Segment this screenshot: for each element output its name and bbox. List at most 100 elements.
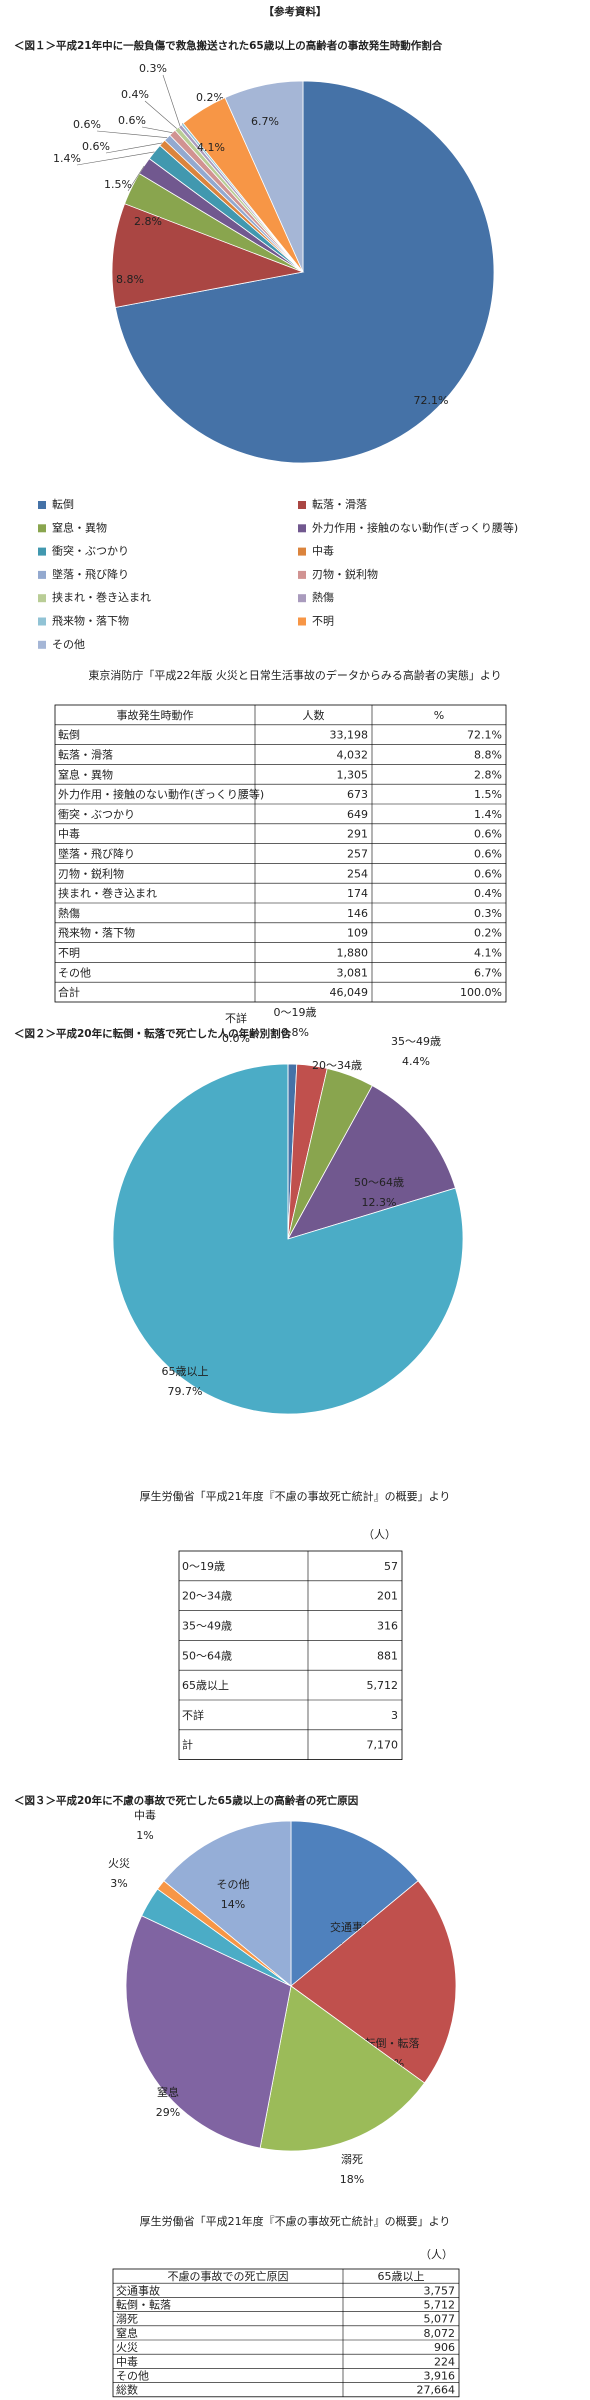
table-cell: 0.3% <box>474 907 502 920</box>
data-label: 0.2% <box>196 91 224 104</box>
legend-swatch <box>298 547 306 556</box>
data-label: 4.1% <box>197 141 225 154</box>
legend-swatch <box>298 594 306 603</box>
pie-slice <box>290 1880 457 2084</box>
table-cell: その他 <box>58 966 91 979</box>
leader-line <box>96 130 168 138</box>
data-label: 0.6% <box>82 140 110 153</box>
data-label-value: 12.3% <box>362 1196 397 1209</box>
source-note: 厚生労働省「平成21年度『不慮の事故死亡統計』の概要」より <box>140 1489 451 1503</box>
table-cell: 窒息 <box>116 2326 138 2340</box>
legend-label: その他 <box>52 638 85 651</box>
table-cell: 72.1% <box>467 729 502 742</box>
table-cell: 100.0% <box>460 986 502 999</box>
table-cell: 109 <box>347 927 368 940</box>
data-label: 0.6% <box>118 114 146 127</box>
table-cell: 5,712 <box>424 2299 456 2312</box>
table-cell: 4,032 <box>337 749 369 762</box>
legend-swatch <box>38 570 46 579</box>
leader-line <box>127 165 145 192</box>
table-cell: 649 <box>347 808 368 821</box>
legend-label: 刃物・鋭利物 <box>312 567 378 581</box>
table-cell: 6.7% <box>474 966 502 979</box>
table-cell: 20～34歳 <box>182 1590 232 1603</box>
table-cell: 254 <box>347 867 368 880</box>
legend-swatch <box>298 501 306 509</box>
table-cell: 中毒 <box>58 828 80 841</box>
table-cell: 33,198 <box>330 729 369 742</box>
legend-swatch <box>38 640 46 649</box>
pie-slice <box>125 1915 292 2149</box>
data-label-category: 転倒・転落 <box>365 2037 420 2050</box>
table-cell: 0.6% <box>474 848 502 861</box>
table-cell: 計 <box>182 1738 193 1752</box>
table-border <box>112 2268 460 2398</box>
table-cell: 5,712 <box>367 1679 399 1692</box>
table-cell: 0.2% <box>474 927 502 940</box>
table-cell: 0.4% <box>474 887 502 900</box>
table-unit: （人） <box>420 2248 453 2261</box>
legend-swatch <box>38 524 46 533</box>
data-label-value: 0.0% <box>222 1032 250 1045</box>
leader-line <box>144 100 177 129</box>
data-label-category: 窒息 <box>157 2085 179 2099</box>
table-cell: 転倒・転落 <box>116 2299 171 2312</box>
data-label: 8.8% <box>116 273 144 286</box>
legend-swatch <box>38 501 46 509</box>
table-cell: 174 <box>347 887 368 900</box>
table-cell: 交通事故 <box>116 2283 160 2297</box>
data-label-category: その他 <box>217 1878 250 1891</box>
table-cell: 墜落・飛び降り <box>58 847 135 861</box>
table-cell: 146 <box>347 907 368 920</box>
data-label-value: 79.7% <box>168 1385 203 1398</box>
table-cell: 1,880 <box>337 947 369 960</box>
table-cell: 合計 <box>58 985 80 999</box>
legend-label: 衝突・ぶつかり <box>52 544 129 558</box>
pie-slice <box>163 1820 292 1987</box>
source-note: 厚生労働省「平成21年度『不慮の事故死亡統計』の概要」より <box>140 2214 451 2228</box>
data-label: 6.7% <box>251 115 279 128</box>
table-cell: 881 <box>377 1649 398 1662</box>
table-header-cell: 事故発生時動作 <box>117 708 194 722</box>
table-cell: 3,916 <box>424 2370 456 2383</box>
data-label-category: 35～49歳 <box>391 1035 441 1048</box>
figure-title: ＜図２＞平成20年に転倒・転落で死亡した人の年齢別割合 <box>14 1027 292 1040</box>
table-cell: 316 <box>377 1620 398 1633</box>
table-header-cell: 人数 <box>303 709 325 722</box>
data-label-value: 29% <box>156 2106 180 2119</box>
table-cell: 2.8% <box>474 768 502 781</box>
legend-swatch <box>38 617 46 626</box>
table-cell: 不明 <box>58 947 80 960</box>
table-cell: 0～19歳 <box>182 1560 225 1573</box>
legend-label: 転落・滑落 <box>312 498 367 511</box>
table-border <box>178 1550 403 1761</box>
data-label-value: 14% <box>221 1898 245 1911</box>
legend-label: 窒息・異物 <box>52 520 107 534</box>
source-note: 東京消防庁「平成22年版 火災と日常生活事故のデータからみる高齢者の実態」より <box>88 668 501 682</box>
pie-slice <box>114 80 495 464</box>
table-cell: 3,757 <box>424 2284 456 2297</box>
header: 【参考資料】 <box>264 5 327 18</box>
table-cell: 46,049 <box>330 986 369 999</box>
table-cell: その他 <box>116 2370 149 2383</box>
legend-label: 熱傷 <box>312 590 334 604</box>
legend-label: 挟まれ・巻き込まれ <box>52 590 151 604</box>
pie-slice <box>290 1820 419 1987</box>
table-cell: 257 <box>347 848 368 861</box>
table-cell: 8.8% <box>474 749 502 762</box>
legend-label: 中毒 <box>312 545 334 558</box>
table-unit: （人） <box>363 1528 396 1541</box>
table-cell: 8,072 <box>424 2327 456 2340</box>
figure-title: ＜図３＞平成20年に不慮の事故で死亡した65歳以上の高齢者の死亡原因 <box>14 1794 358 1807</box>
data-label: 0.4% <box>121 88 149 101</box>
table-cell: 外力作用・接触のない動作(ぎっくり腰等) <box>58 787 264 801</box>
table-header-cell: 不慮の事故での死亡原因 <box>168 2269 289 2283</box>
data-label-category: 0～19歳 <box>274 1006 317 1019</box>
table-cell: 0.6% <box>474 867 502 880</box>
legend-swatch <box>298 570 306 579</box>
legend-swatch <box>38 594 46 603</box>
data-label: 1.5% <box>104 178 132 191</box>
table-cell: 57 <box>384 1560 398 1573</box>
